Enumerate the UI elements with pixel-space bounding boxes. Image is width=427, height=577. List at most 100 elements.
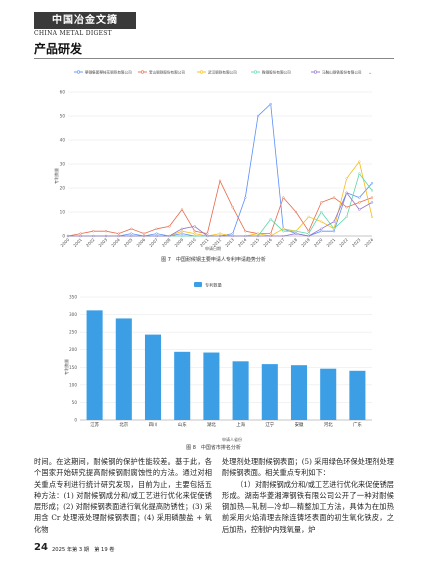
- figure7-xtick: 2011: [199, 237, 210, 248]
- figure7-legend-label: 武汉钢铁有限公司: [208, 70, 237, 75]
- figure7-data-point: [332, 230, 336, 233]
- figure7-data-point: [282, 230, 285, 233]
- figure8-xtick: 北京: [119, 421, 128, 428]
- figure7-data-point: [180, 208, 184, 211]
- figure7-data-point: [358, 160, 361, 163]
- figure7-data-point: [307, 215, 310, 218]
- figure8-ytick: 50: [72, 400, 78, 405]
- figure7-data-point: [155, 232, 158, 235]
- figure8-xtick: 辽宁: [265, 421, 274, 428]
- figure7-ytick: 60: [60, 90, 66, 95]
- figure8-xtick: 山东: [178, 421, 187, 428]
- figure7-xtick: 2022: [338, 237, 349, 248]
- figure8-caption: 图 8 中国省市排名分析: [186, 445, 241, 451]
- figure7-xtick: 2023: [351, 237, 362, 248]
- figure7-data-point: [294, 232, 298, 235]
- figure7-xtick: 2017: [275, 237, 286, 248]
- figure7-data-point: [180, 230, 184, 233]
- figure7-data-point: [104, 230, 108, 233]
- figure7-data-point: [218, 232, 222, 235]
- figure7-data-point: [358, 196, 361, 199]
- figure7-data-point: [269, 232, 272, 235]
- figure7-data-point: [269, 218, 272, 221]
- figure7-legend-label: 攀钢集团攀枝花钢钒有限公司: [85, 70, 132, 75]
- figure8-bar-chart: 专利数量 专利数量 申请人省份 0 50 100 150 200 250 300 350 江苏…: [63, 282, 372, 442]
- figure7-legend-label: 宝山钢铁股份有限公司: [149, 70, 185, 75]
- journal-en: CHINA METAL DIGEST: [34, 30, 112, 37]
- figure7-data-point: [320, 201, 323, 204]
- figure7-xtick: 2020: [313, 237, 324, 248]
- figure8-ytick: 0: [74, 418, 77, 423]
- figure7-data-point: [206, 234, 209, 238]
- figure8-xtick: 江苏: [90, 421, 99, 428]
- figure7-ylabel: 专利数量: [53, 168, 59, 184]
- figure7-data-point: [332, 227, 336, 230]
- figure7-data-point: [180, 227, 184, 230]
- figure7-data-point: [307, 234, 310, 238]
- figure7-caption: 图 7 中国耐候钢主要申请人专利申请趋势分析: [161, 257, 266, 263]
- figure7-data-point: [282, 234, 285, 238]
- body-left-paragraph: 时间。在这期间，耐候钢的保护性能较差。基于此，各个国家开始研究提高耐候钢耐腐蚀性…: [34, 457, 212, 534]
- figure7-data-point: [231, 232, 234, 235]
- figure7-data-point: [180, 234, 184, 238]
- figure8-xtick: 上海: [236, 421, 245, 428]
- figure8-ytick: 100: [69, 382, 77, 387]
- figure7-data-point: [256, 234, 260, 238]
- figure8-ytick: 350: [69, 295, 77, 300]
- figure7-data-point: [168, 225, 171, 228]
- figure7-data-point: [142, 232, 146, 235]
- figure7-data-point: [320, 220, 323, 223]
- figure7-xtick: 2018: [287, 237, 298, 248]
- figure7-xtick: 2008: [161, 237, 172, 248]
- figure8-xtick: 广东: [353, 421, 362, 428]
- figure8-xlabel: 申请人省份: [222, 436, 242, 442]
- figure7-data-point: [370, 215, 374, 218]
- figure7-data-point: [256, 114, 260, 118]
- figure7-data-point: [231, 234, 234, 238]
- figure7-xtick: 2009: [173, 237, 184, 248]
- figure7-data-point: [320, 230, 323, 233]
- figure7-data-point: [117, 234, 120, 238]
- figure7-series-line: [68, 160, 373, 237]
- figure7-data-point: [332, 220, 336, 223]
- figure7-data-point: [155, 234, 158, 238]
- figure7-data-point: [370, 189, 374, 192]
- figure8-bar: [144, 334, 162, 420]
- figure7-legend-marker: [199, 70, 204, 74]
- figure7-data-point: [79, 234, 82, 238]
- figure7-legend-marker: [140, 70, 145, 74]
- figure8-bar: [232, 361, 249, 420]
- figure7-ytick: 50: [60, 114, 66, 119]
- figure8-ylabel: 专利数量: [63, 359, 69, 375]
- figure7-data-point: [92, 234, 95, 238]
- figure8-bar: [86, 310, 103, 420]
- figure7-legend-label: 马鞍山钢铁股份有限公司: [322, 70, 362, 75]
- figure7-data-point: [193, 234, 196, 238]
- figure7-data-point: [370, 196, 374, 199]
- figure8-bar: [174, 351, 191, 420]
- figure7-legend-label: 鞍钢股份有限公司: [262, 70, 291, 75]
- chevron-down-icon: ⌄: [368, 70, 372, 76]
- figure7-xtick: 2004: [110, 237, 121, 248]
- figure7-data-point: [345, 215, 348, 218]
- figure8-xtick: 安徽: [295, 421, 304, 428]
- figure7-xtick: 2013: [224, 237, 235, 248]
- figure7-data-point: [66, 234, 70, 238]
- figure7-xtick: 2021: [325, 237, 336, 248]
- figure8-bar: [320, 368, 337, 420]
- figure7-data-point: [193, 230, 196, 233]
- figure8-bar: [115, 318, 132, 420]
- figure8-bar: [349, 370, 366, 420]
- figure8-legend-label: 专利数量: [205, 282, 222, 289]
- issue-info: 2025 年第 3 期 第 19 卷: [52, 547, 115, 553]
- page-number: 24: [34, 542, 48, 553]
- figure7-series-line: [67, 179, 373, 237]
- figure7-data-point: [244, 230, 247, 233]
- figure7-xtick: 2007: [148, 237, 159, 248]
- figure7-data-point: [345, 177, 348, 180]
- figure7-data-point: [320, 227, 323, 230]
- figure7-data-point: [269, 234, 272, 238]
- figure7-data-point: [92, 230, 95, 233]
- figure7-data-point: [282, 196, 285, 199]
- figure7-data-point: [320, 210, 323, 214]
